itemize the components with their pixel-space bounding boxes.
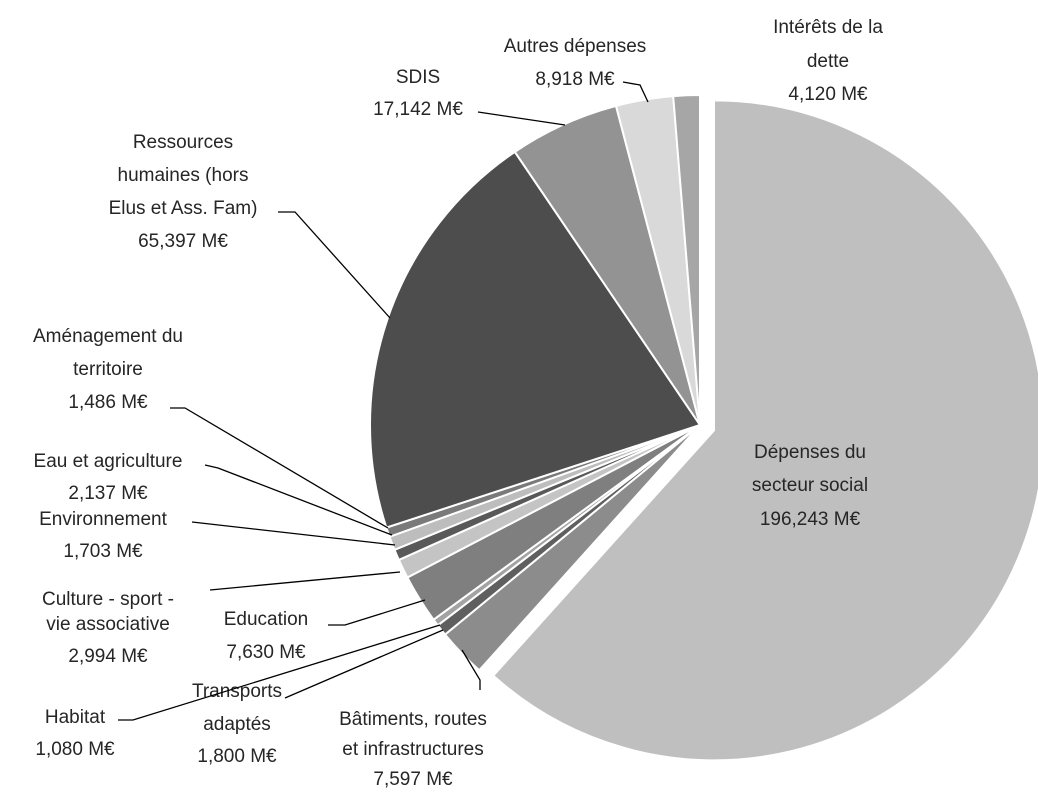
slice-label: Ressources humaines (hors Elus et Ass. Fam… [109,132,258,219]
pie-slice [491,99,1038,762]
slice-label: Environnement [39,509,168,530]
value-label: 7,630 M€ [226,642,306,663]
slice-label: Autres dépenses [504,36,647,57]
value-label: 196,243 M€ [760,509,861,530]
label-line: Environnement [39,509,168,530]
value-label: 1,800 M€ [197,746,277,767]
slice-label: Aménagement du territoire [33,326,183,380]
value-label: 2,137 M€ [68,483,148,504]
slice-label: Bâtiments, routes et infrastructures [339,709,487,760]
label-line: Bâtiments, routes [339,709,487,730]
label-line: Autres dépenses [504,36,647,57]
value-label: 17,142 M€ [373,99,463,120]
label-line: Elus et Ass. Fam) [109,198,258,219]
slice-label: Habitat [45,707,106,728]
value-label: 8,918 M€ [535,69,615,90]
label-line: Ressources [133,132,233,153]
label-line: Transports [192,681,282,702]
label-line: et infrastructures [342,739,484,760]
label-line: SDIS [396,67,440,88]
label-line: adaptés [203,714,271,735]
value-label: 1,703 M€ [63,541,143,562]
slice-label: Dépenses du secteur social [752,442,868,496]
slice-label: Transports adaptés [192,681,282,735]
label-line: Culture - sport - [42,589,174,610]
value-label: 2,994 M€ [68,646,148,667]
label-line: territoire [73,359,143,380]
leader-line [461,649,481,690]
leader-line [204,464,393,536]
label-line: Aménagement du [33,326,183,347]
label-line: Eau et agriculture [34,451,183,472]
leader-line [477,111,566,126]
value-label: 65,397 M€ [138,231,228,252]
pie-slice [672,93,701,426]
leader-line [170,407,389,529]
label-line: humaines (hors [118,165,249,186]
label-line: Education [224,609,309,630]
pie-slice [369,150,702,529]
label-line: secteur social [752,475,868,496]
leader-line [118,624,441,721]
value-label: 1,486 M€ [68,392,148,413]
label-line: Habitat [45,707,106,728]
slice-label: Culture - sport - vie associative [42,589,174,635]
label-line: Intérêts de la [773,17,883,38]
leader-line [278,211,391,319]
leader-line [328,599,426,626]
value-label: 1,080 M€ [35,739,115,760]
slice-label: Education [224,609,309,630]
leader-line [191,521,396,546]
leader-line [622,81,649,103]
leader-line [209,571,401,591]
label-line: dette [807,51,849,72]
slice-label: SDIS [396,67,440,88]
label-line: Dépenses du [754,442,866,463]
slice-label: Intérêts de la dette [773,17,883,72]
value-label: 4,120 M€ [788,84,868,105]
value-label: 7,597 M€ [373,769,453,790]
label-line: vie associative [46,614,170,635]
slice-label: Eau et agriculture [34,451,183,472]
leader-line [284,629,444,699]
